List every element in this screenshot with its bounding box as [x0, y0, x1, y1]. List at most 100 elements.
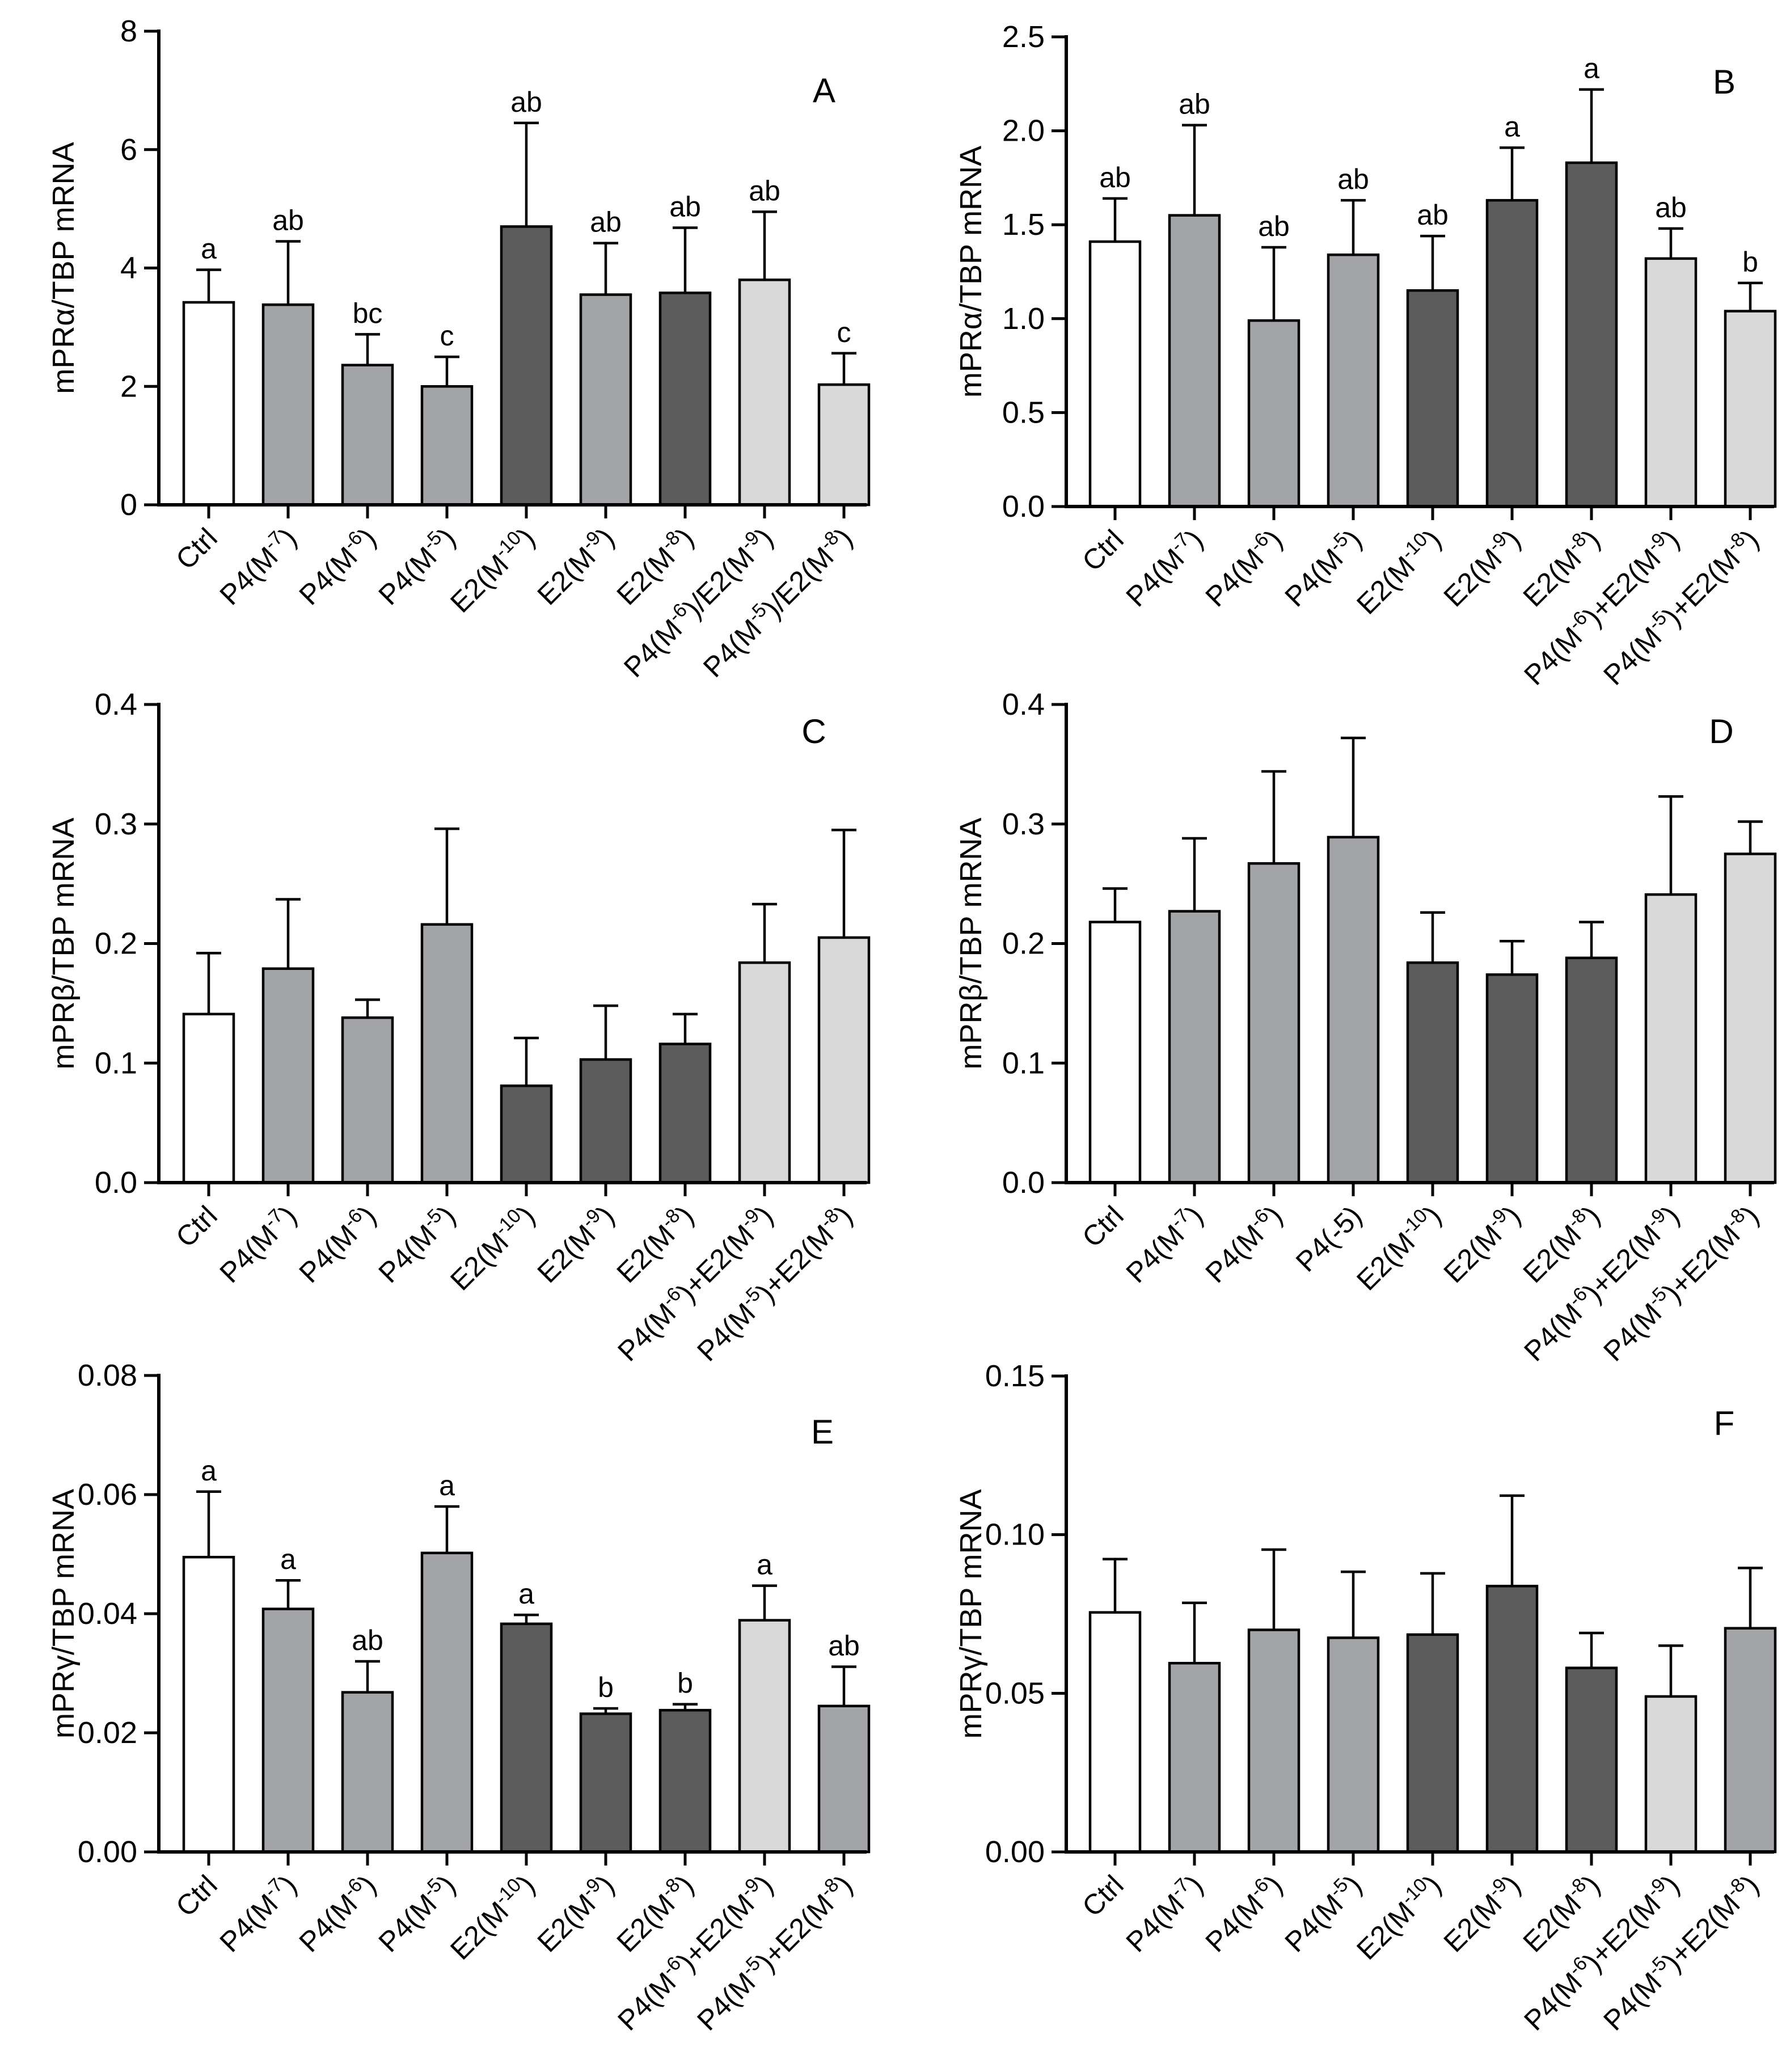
bar: [1724, 1627, 1777, 1854]
y-axis-title: mPRγ/TBP mRNA: [47, 1489, 81, 1738]
bar: [1088, 921, 1142, 1184]
bar: [420, 923, 474, 1184]
y-tick-label: 0.08: [78, 1358, 137, 1392]
y-tick-label: 0.0: [95, 1166, 137, 1200]
significance-label: b: [677, 1668, 693, 1699]
significance-label: b: [1742, 246, 1758, 278]
y-tick-label: 0.15: [985, 1359, 1045, 1393]
y-tick-label: 0.0: [1002, 489, 1045, 524]
bar: [1644, 893, 1698, 1184]
significance-label: a: [201, 233, 217, 265]
bar: [500, 1084, 553, 1184]
y-tick-label: 0.2: [1002, 927, 1045, 961]
bar: [341, 364, 394, 507]
y-tick-label: 0.1: [95, 1046, 137, 1080]
significance-label: a: [757, 1549, 772, 1581]
significance-label: a: [1504, 111, 1520, 142]
bar: [1406, 961, 1459, 1184]
significance-label: ab: [1179, 88, 1210, 120]
significance-label: c: [440, 320, 454, 352]
panel-label: F: [1714, 1404, 1735, 1442]
bar: [1644, 257, 1698, 508]
y-tick-label: 2.0: [1002, 114, 1045, 148]
bar: [182, 1556, 235, 1854]
bar: [1406, 289, 1459, 508]
bar: [182, 301, 235, 507]
bar: [1724, 853, 1777, 1184]
y-tick-label: 0.00: [78, 1835, 137, 1869]
y-tick-label: 0.3: [1002, 807, 1045, 841]
significance-label: a: [439, 1470, 455, 1501]
bar: [658, 292, 712, 507]
y-tick-label: 0.5: [1002, 395, 1045, 429]
y-tick-label: 0.10: [985, 1518, 1045, 1552]
bar: [579, 293, 632, 507]
y-tick-label: 0.05: [985, 1676, 1045, 1710]
y-tick-label: 0.4: [95, 687, 137, 721]
significance-label: ab: [1337, 163, 1369, 195]
y-tick-label: 1.0: [1002, 302, 1045, 336]
bar: [817, 1704, 871, 1854]
significance-label: ab: [352, 1624, 383, 1656]
significance-label: ab: [1099, 162, 1131, 193]
significance-label: a: [518, 1578, 534, 1610]
bar: [1724, 310, 1777, 508]
y-tick-label: 1.5: [1002, 208, 1045, 242]
y-tick-label: 0.02: [78, 1716, 137, 1750]
bar: [738, 961, 791, 1184]
significance-label: a: [1584, 53, 1599, 85]
significance-label: a: [201, 1455, 217, 1487]
bar: [1485, 973, 1539, 1184]
y-tick-label: 0.4: [1002, 687, 1045, 721]
bar: [817, 383, 871, 507]
y-tick-label: 0: [120, 488, 137, 522]
y-axis-title: mPRβ/TBP mRNA: [47, 817, 81, 1069]
bar: [1565, 956, 1618, 1184]
bar: [261, 967, 315, 1184]
bar: [1565, 161, 1618, 508]
significance-label: ab: [1417, 199, 1449, 231]
significance-label: a: [280, 1543, 296, 1575]
y-tick-label: 0.2: [95, 927, 137, 961]
bar: [579, 1712, 632, 1854]
bar: [1088, 1611, 1142, 1854]
bar: [738, 278, 791, 507]
bar: [579, 1058, 632, 1184]
significance-label: b: [598, 1672, 614, 1703]
bar: [182, 1012, 235, 1184]
y-tick-label: 2: [120, 369, 137, 403]
y-tick-label: 0.06: [78, 1478, 137, 1512]
bar: [1168, 910, 1221, 1184]
bar: [500, 225, 553, 507]
y-tick-label: 8: [120, 14, 137, 48]
significance-label: ab: [1258, 210, 1290, 242]
y-axis-title: mPRα/TBP mRNA: [954, 146, 988, 398]
bar: [420, 1551, 474, 1854]
bar: [738, 1619, 791, 1854]
y-axis-title: mPRβ/TBP mRNA: [954, 817, 988, 1069]
bar: [1327, 253, 1380, 508]
bar: [1327, 1636, 1380, 1854]
y-axis-title: mPRγ/TBP mRNA: [954, 1489, 988, 1738]
bar: [341, 1691, 394, 1854]
bar: [1644, 1695, 1698, 1854]
y-tick-label: 4: [120, 251, 137, 285]
significance-label: ab: [828, 1630, 860, 1661]
significance-label: ab: [590, 206, 622, 238]
significance-label: ab: [749, 175, 780, 206]
y-tick-label: 6: [120, 133, 137, 167]
bar: [1247, 319, 1301, 508]
y-tick-label: 2.5: [1002, 20, 1045, 54]
bar: [1247, 862, 1301, 1184]
y-axis-title: mPRα/TBP mRNA: [47, 142, 81, 394]
bar: [1485, 1585, 1539, 1854]
bar: [1485, 199, 1539, 508]
significance-label: bc: [353, 297, 383, 329]
bar: [1168, 214, 1221, 508]
bar: [1327, 835, 1380, 1184]
significance-label: ab: [510, 86, 542, 118]
bar: [500, 1622, 553, 1854]
bar: [261, 1607, 315, 1854]
bar: [341, 1016, 394, 1184]
